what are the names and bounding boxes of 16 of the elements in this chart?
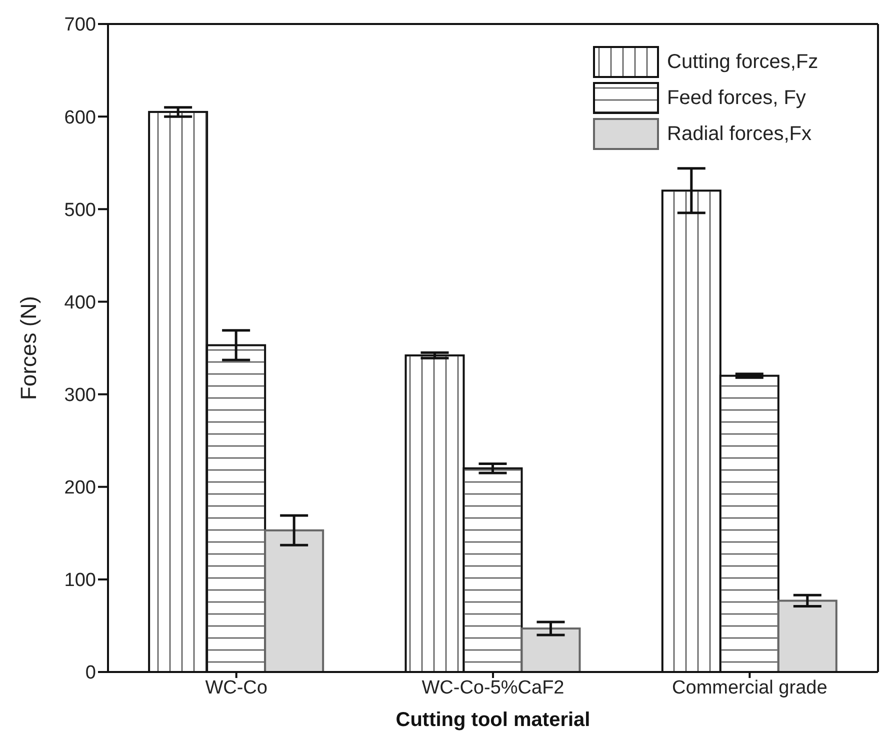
x-axis-title: Cutting tool material bbox=[396, 709, 590, 731]
y-tick-label: 400 bbox=[64, 292, 96, 314]
legend-label: Feed forces, Fy bbox=[667, 86, 806, 110]
y-tick-label: 100 bbox=[64, 570, 96, 592]
y-tick-label: 700 bbox=[64, 14, 96, 36]
legend-label: Cutting forces,Fz bbox=[667, 50, 818, 74]
x-tick-label: Commercial grade bbox=[672, 677, 828, 698]
x-tick-label: WC-Co-5%CaF2 bbox=[422, 677, 564, 698]
y-tick-label: 600 bbox=[64, 107, 96, 128]
y-axis-title: Forces (N) bbox=[16, 296, 41, 400]
y-tick-label: 500 bbox=[64, 200, 96, 221]
y-tick-label: 300 bbox=[64, 385, 96, 406]
x-tick-label: WC-Co bbox=[205, 677, 268, 698]
y-tick-label: 200 bbox=[64, 478, 96, 499]
legend-label: Radial forces,Fx bbox=[667, 122, 812, 146]
y-tick-label: 0 bbox=[85, 662, 96, 684]
